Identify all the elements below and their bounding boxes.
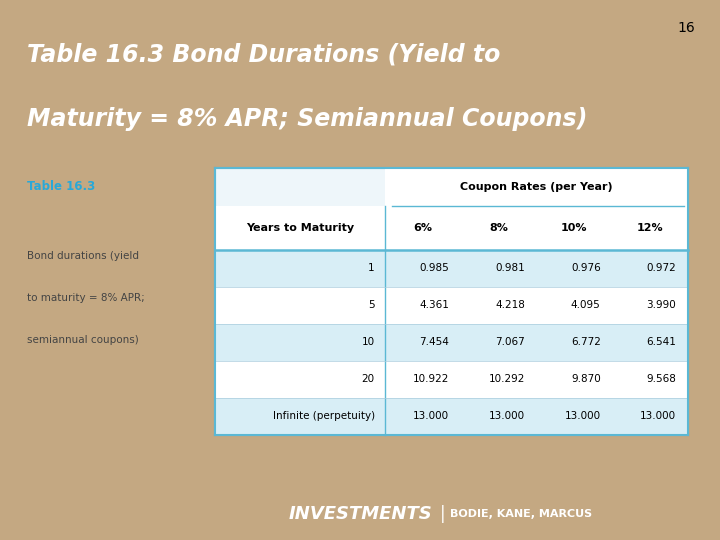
Bar [215, 168, 688, 435]
Text: Infinite (perpetuity): Infinite (perpetuity) [273, 411, 374, 421]
Text: 10: 10 [361, 337, 374, 347]
Text: |: | [440, 505, 446, 523]
Text: Table 16.3: Table 16.3 [27, 180, 96, 193]
Text: 13.000: 13.000 [564, 411, 600, 421]
Text: 13.000: 13.000 [489, 411, 525, 421]
Text: 13.000: 13.000 [640, 411, 676, 421]
Text: 13.000: 13.000 [413, 411, 449, 421]
Text: Bond durations (yield: Bond durations (yield [27, 251, 140, 261]
Text: 6.541: 6.541 [647, 337, 676, 347]
Text: to maturity = 8% APR;: to maturity = 8% APR; [27, 293, 145, 303]
Text: 10.922: 10.922 [413, 374, 449, 384]
Text: Table 16.3 Bond Durations (Yield to: Table 16.3 Bond Durations (Yield to [27, 43, 500, 66]
Text: 5: 5 [368, 300, 374, 310]
Text: INVESTMENTS: INVESTMENTS [288, 505, 432, 523]
Text: 3.990: 3.990 [647, 300, 676, 310]
Text: 6.772: 6.772 [571, 337, 600, 347]
Text: 12%: 12% [636, 222, 663, 233]
Text: 4.361: 4.361 [420, 300, 449, 310]
Text: 9.568: 9.568 [647, 374, 676, 384]
Bar [215, 323, 688, 361]
Text: Coupon Rates (per Year): Coupon Rates (per Year) [460, 182, 613, 192]
Text: 1: 1 [368, 263, 374, 273]
Text: semiannual coupons): semiannual coupons) [27, 335, 139, 346]
Text: BODIE, KANE, MARCUS: BODIE, KANE, MARCUS [450, 509, 592, 519]
Text: 9.870: 9.870 [571, 374, 600, 384]
Text: 4.218: 4.218 [495, 300, 525, 310]
Text: 10%: 10% [561, 222, 588, 233]
Text: Maturity = 8% APR; Semiannual Coupons): Maturity = 8% APR; Semiannual Coupons) [27, 107, 587, 131]
Text: 6%: 6% [413, 222, 433, 233]
Text: 0.976: 0.976 [571, 263, 600, 273]
Text: 20: 20 [361, 374, 374, 384]
Bar [215, 397, 688, 435]
Bar [215, 206, 688, 249]
Text: 7.454: 7.454 [420, 337, 449, 347]
Text: 4.095: 4.095 [571, 300, 600, 310]
Text: 7.067: 7.067 [495, 337, 525, 347]
Text: 0.985: 0.985 [420, 263, 449, 273]
Text: 16: 16 [677, 21, 695, 35]
Text: 0.981: 0.981 [495, 263, 525, 273]
Text: Years to Maturity: Years to Maturity [246, 222, 354, 233]
Text: 8%: 8% [489, 222, 508, 233]
Bar [215, 287, 688, 323]
Bar [385, 168, 688, 206]
Text: 0.972: 0.972 [647, 263, 676, 273]
Bar [215, 249, 688, 287]
Text: 10.292: 10.292 [489, 374, 525, 384]
Bar [215, 361, 688, 397]
